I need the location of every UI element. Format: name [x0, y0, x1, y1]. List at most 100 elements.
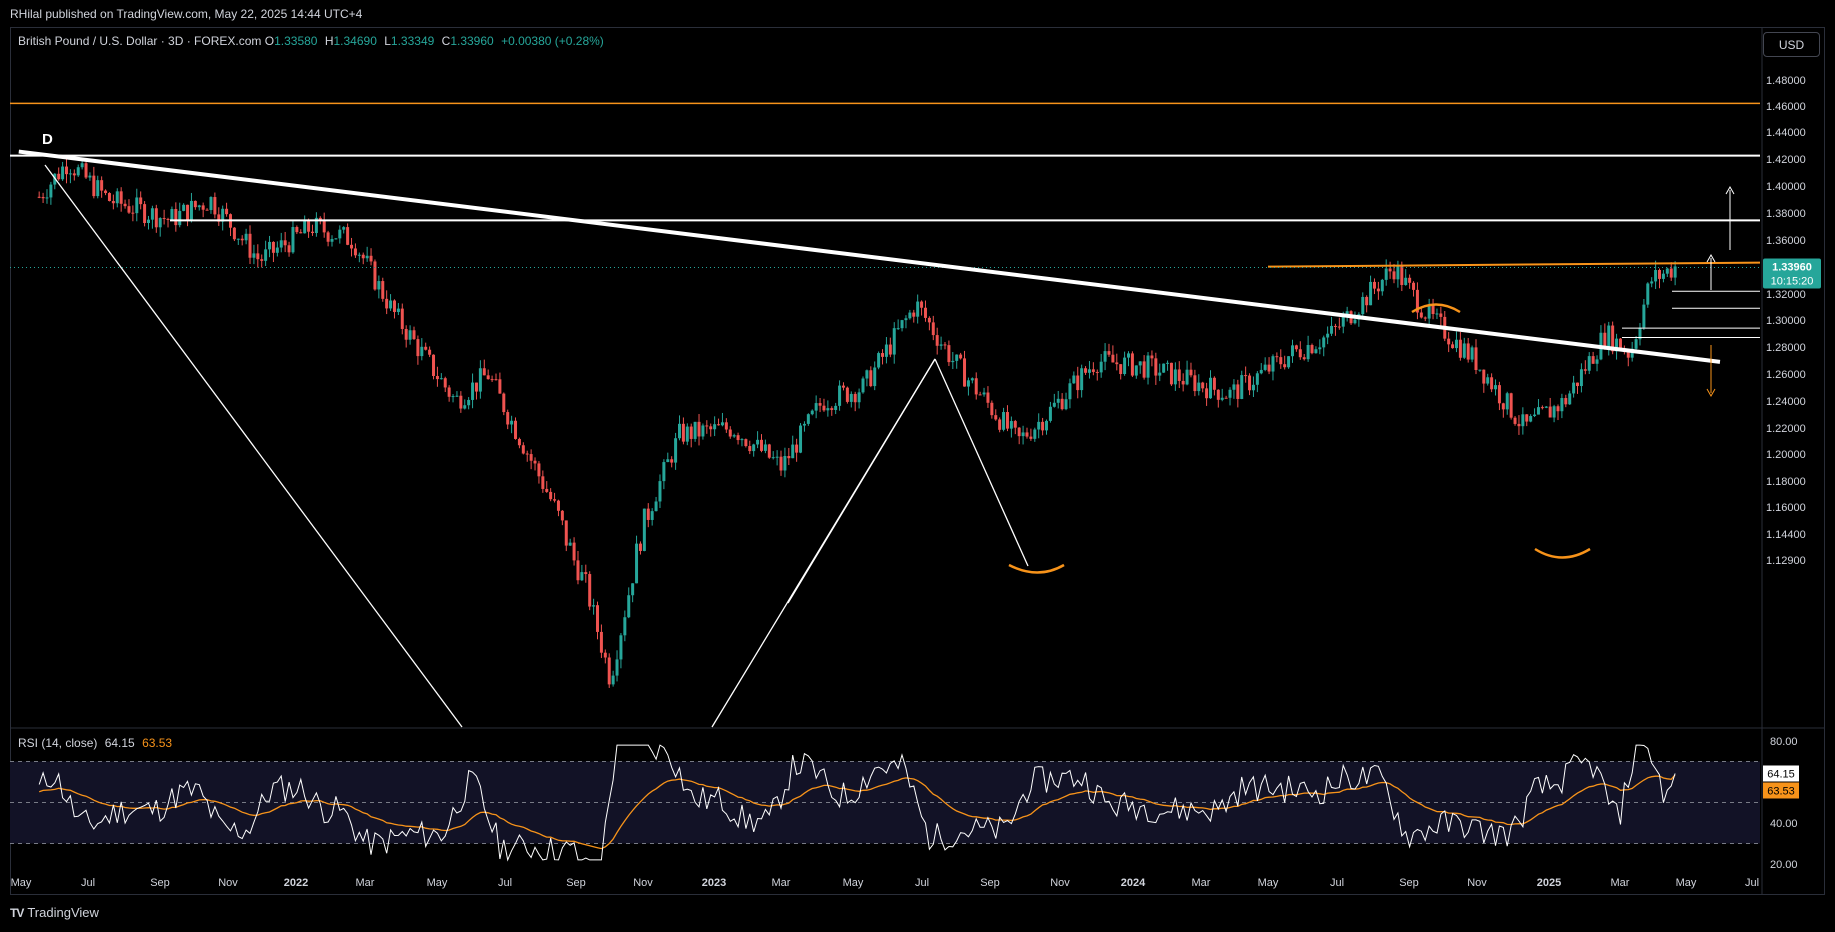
time-axis-tick: Sep: [1399, 877, 1419, 889]
candle-body: [1290, 345, 1294, 357]
candle-body: [455, 395, 459, 397]
price-axis-tick: 1.14400: [1766, 529, 1806, 541]
candle-body: [80, 163, 84, 168]
rsi-axis-tick: 40.00: [1770, 818, 1798, 830]
candle-body: [1267, 364, 1271, 372]
candle-body: [1248, 375, 1252, 391]
candle-body: [1228, 389, 1232, 398]
candle-body: [650, 511, 654, 520]
candle-body: [1661, 273, 1665, 279]
high-value: 1.34690: [333, 34, 377, 48]
candle-body: [1568, 393, 1572, 405]
candle-body: [209, 197, 213, 211]
candle-body: [1095, 371, 1099, 373]
close-value: 1.33960: [450, 34, 494, 48]
rsi-value-badge-text: 64.15: [1767, 768, 1795, 780]
candle-body: [529, 454, 533, 461]
candle-body: [1271, 356, 1275, 372]
rsi-legend: RSI (14, close) 64.15 63.53: [18, 736, 172, 750]
candle-body: [545, 488, 549, 492]
candle-body: [451, 396, 455, 398]
open-label: O: [264, 34, 275, 48]
footer-brand[interactable]: TV TradingView: [10, 905, 99, 920]
candle-body: [1005, 412, 1009, 429]
candle-body: [689, 426, 693, 439]
candle-body: [287, 245, 291, 253]
candle-body: [92, 175, 96, 197]
candle-body: [381, 281, 385, 299]
candle-body: [1400, 265, 1404, 285]
candle-body: [1404, 277, 1408, 285]
candle-body: [1033, 429, 1037, 439]
candle-body: [1591, 356, 1595, 364]
rsi-value-badge: [1763, 765, 1799, 782]
candle-body: [537, 463, 541, 477]
candle-body: [912, 312, 916, 317]
candle-body: [943, 344, 947, 346]
candle-body: [283, 240, 287, 246]
candle-body: [1255, 373, 1259, 385]
brand-name: TradingView: [27, 905, 99, 920]
candle-body: [494, 379, 498, 381]
candle-body: [369, 255, 373, 262]
candle-body: [631, 583, 635, 596]
candle-body: [1482, 369, 1486, 384]
candle-body: [1091, 369, 1095, 372]
candle-body: [1408, 277, 1412, 283]
candle-body: [1115, 362, 1119, 365]
candle-body: [1130, 353, 1134, 376]
candle-body: [799, 425, 803, 453]
candle-body: [68, 173, 72, 175]
candle-body: [1474, 347, 1478, 371]
candle-body: [1298, 349, 1302, 358]
candle-body: [1361, 296, 1365, 315]
candle-body: [1435, 313, 1439, 315]
candle-body: [459, 395, 463, 409]
candle-body: [1560, 398, 1564, 412]
candle-body: [432, 354, 436, 376]
candle-body: [1107, 351, 1111, 355]
time-axis-tick: Nov: [633, 877, 653, 889]
candle-body: [361, 254, 365, 259]
candle-body: [1466, 343, 1470, 360]
high-label: H: [324, 34, 334, 48]
candle-body: [1185, 369, 1189, 385]
candle-body: [49, 184, 53, 198]
time-axis-tick: 2024: [1121, 877, 1146, 889]
candle-body: [1630, 348, 1634, 358]
candle-body: [951, 360, 955, 363]
candle-body: [1318, 347, 1322, 350]
candle-body: [1002, 412, 1006, 430]
candle-body: [162, 218, 166, 220]
candle-body: [244, 233, 248, 241]
candle-body: [482, 368, 486, 376]
candle-body: [728, 429, 732, 437]
candle-body: [1494, 385, 1498, 390]
publish-info: RHilal published on TradingView.com, May…: [10, 7, 363, 21]
candle-body: [1158, 372, 1162, 376]
candle-body: [1087, 369, 1091, 373]
main-trendline: [18, 149, 1721, 364]
candle-body: [966, 380, 970, 387]
candle-body: [225, 208, 229, 215]
candle-body: [1068, 383, 1072, 400]
candle-body: [1009, 421, 1013, 429]
low-value: 1.33349: [390, 34, 435, 48]
candle-body: [1372, 281, 1376, 289]
candle-body: [178, 210, 182, 226]
candle-body: [736, 435, 740, 441]
candle-body: [1607, 325, 1611, 347]
candle-body: [1540, 407, 1544, 409]
rounded-bottom-arc-1: [1008, 563, 1065, 574]
time-axis-tick: Jul: [81, 877, 95, 889]
candle-body: [506, 412, 510, 425]
price-axis-tick: 1.46000: [1766, 101, 1806, 113]
candle-body: [927, 317, 931, 323]
candle-body: [1509, 393, 1513, 418]
time-axis-tick: Jul: [498, 877, 512, 889]
currency-button[interactable]: USD: [1763, 32, 1820, 57]
candle-body: [1587, 356, 1591, 371]
time-axis-tick: May: [11, 877, 32, 889]
candle-body: [705, 425, 709, 427]
